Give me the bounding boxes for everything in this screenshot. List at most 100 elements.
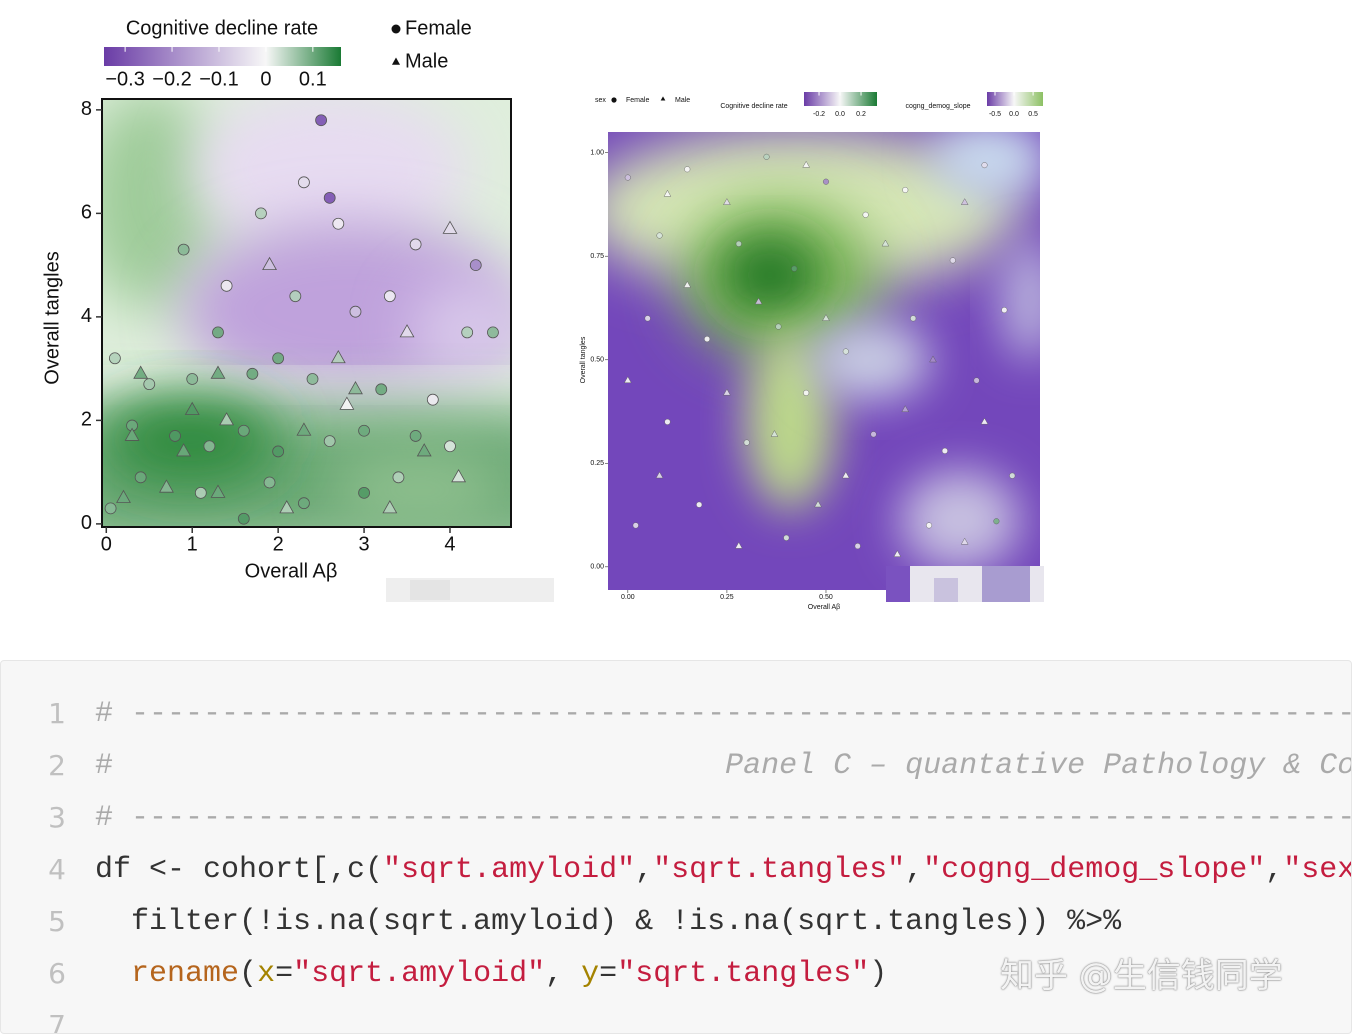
- point: [184, 401, 200, 415]
- code-token: filter(!is.na(sqrt.amyloid) & !is.na(sqr…: [95, 905, 1122, 939]
- point: [237, 512, 250, 525]
- blurred-area: [386, 566, 1044, 602]
- point: [960, 537, 969, 545]
- point: [981, 162, 988, 169]
- code-block: 1 # -------------------------------------…: [0, 660, 1352, 1034]
- point: [203, 440, 216, 453]
- point: [655, 471, 664, 479]
- point: [315, 114, 328, 127]
- point: [842, 471, 850, 479]
- point: [901, 405, 910, 412]
- line-number: 3: [48, 801, 66, 834]
- point: [624, 174, 631, 181]
- point: [104, 502, 117, 515]
- code-line: # --------------------------------------…: [95, 697, 1351, 731]
- point: [262, 256, 277, 271]
- y-tick-label: 0.75: [590, 253, 604, 260]
- point: [941, 447, 948, 454]
- code-line: df <- cohort[,c("sqrt.amyloid","sqrt.tan…: [95, 853, 1351, 887]
- point: [426, 393, 439, 406]
- point: [409, 238, 422, 251]
- point: [822, 178, 829, 185]
- point: [399, 324, 415, 338]
- point: [210, 484, 226, 498]
- point: [392, 471, 405, 484]
- y-tick-label: 2: [81, 409, 92, 431]
- point: [323, 435, 336, 447]
- x-tick-label: 0.25: [720, 594, 734, 601]
- point: [348, 381, 363, 395]
- point: [461, 326, 474, 339]
- point: [194, 486, 207, 499]
- point: [683, 281, 692, 288]
- colorbar-tick-label: −0.1: [199, 68, 238, 90]
- point: [306, 373, 319, 385]
- y-tick-label: 0: [81, 512, 92, 534]
- legend-label: Female: [405, 17, 472, 39]
- colorbar-tick-label: -0.5: [989, 111, 1001, 118]
- legend-label: Male: [675, 97, 690, 104]
- line-number: 5: [48, 905, 66, 938]
- code-token: x: [257, 957, 276, 991]
- y-tick-label: 6: [81, 202, 92, 224]
- point: [469, 259, 482, 272]
- code-line: # Panel C – quantative Pathology & Co: [95, 749, 1351, 783]
- y-axis-label: Overall tangles: [41, 251, 63, 384]
- point: [159, 479, 174, 493]
- point: [263, 476, 276, 489]
- point: [349, 305, 362, 318]
- y-axis-label: Overall tangles: [580, 336, 587, 383]
- point: [842, 348, 849, 355]
- point: [926, 522, 933, 529]
- point: [339, 396, 355, 410]
- code-token: "sqrt.tangles": [653, 853, 906, 887]
- point: [298, 497, 310, 510]
- x-axis-label: Overall Aβ: [245, 560, 338, 582]
- x-tick-label: 1: [187, 533, 198, 555]
- point: [814, 500, 822, 508]
- point: [330, 349, 346, 364]
- y-tick-label: 4: [81, 305, 92, 327]
- line-number: 4: [48, 853, 66, 886]
- point: [143, 378, 156, 391]
- point: [870, 431, 877, 438]
- line-number: 6: [48, 957, 66, 990]
- point: [929, 355, 937, 363]
- code-token: ,: [1265, 853, 1284, 887]
- point: [116, 489, 131, 503]
- point: [298, 176, 310, 189]
- point: [169, 430, 181, 442]
- point: [177, 243, 190, 256]
- colorbar-tick-label: 0: [260, 68, 271, 90]
- point: [382, 500, 398, 514]
- legend-label: Female: [626, 97, 649, 104]
- point: [881, 239, 890, 247]
- point: [735, 541, 743, 549]
- code-line: # --------------------------------------…: [95, 801, 1352, 835]
- point: [409, 430, 422, 442]
- colorbar-tick-label: 0.0: [1009, 111, 1019, 118]
- point: [624, 376, 632, 383]
- code-token: df <- cohort[,c(: [95, 853, 384, 887]
- point: [134, 471, 147, 484]
- point: [644, 315, 651, 322]
- code-token: =: [275, 957, 294, 991]
- x-tick-label: 0.50: [819, 594, 833, 601]
- point: [375, 383, 388, 396]
- line-number: 1: [48, 697, 66, 730]
- point: [416, 443, 432, 457]
- code-token: # --------------------------------------…: [95, 801, 1352, 835]
- colorbar: [804, 92, 877, 106]
- point: [723, 388, 731, 396]
- colorbar: [987, 92, 1043, 106]
- colorbar-tick-label: 0.5: [1028, 111, 1038, 118]
- point: [754, 297, 763, 305]
- point: [822, 314, 830, 321]
- point: [1001, 307, 1008, 314]
- code-token: [95, 957, 131, 991]
- point: [696, 501, 703, 508]
- code-token: y: [581, 957, 600, 991]
- point: [743, 439, 750, 446]
- code-token: ,: [545, 957, 582, 991]
